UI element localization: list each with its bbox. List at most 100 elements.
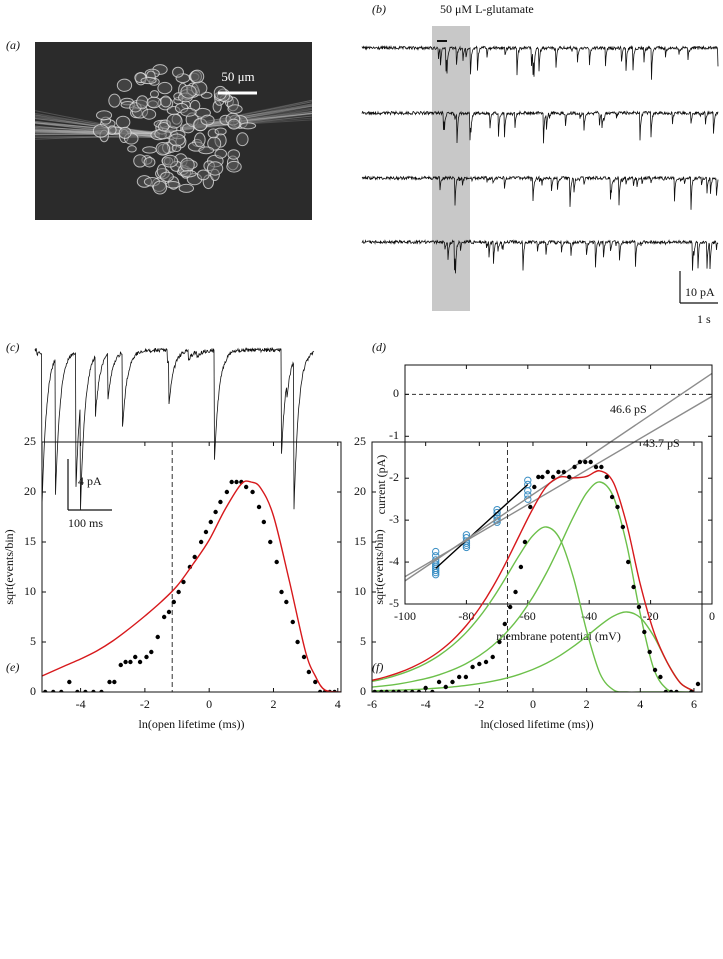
current-trace — [361, 175, 719, 210]
data-point — [379, 689, 384, 692]
cell — [143, 157, 156, 168]
y-tick-label: 10 — [24, 584, 36, 598]
data-point — [583, 459, 588, 465]
x-tick-label: 0 — [530, 697, 536, 711]
x-tick-label: -4 — [421, 697, 431, 711]
data-point — [208, 519, 213, 525]
data-point — [502, 621, 508, 627]
data-point — [532, 484, 537, 490]
cell — [226, 160, 242, 173]
data-point — [256, 504, 262, 510]
data-point — [166, 609, 172, 615]
scale-bar-label: 50 μm — [221, 69, 254, 84]
data-point — [668, 689, 674, 692]
data-point — [243, 484, 249, 490]
data-point — [456, 674, 462, 680]
data-point — [144, 654, 149, 660]
cell — [136, 95, 149, 110]
data-point — [155, 634, 160, 640]
axes-box — [404, 364, 713, 605]
x-tick-label: -100 — [394, 609, 416, 623]
data-point — [450, 679, 455, 685]
pipette — [34, 112, 161, 136]
data-point — [161, 614, 167, 620]
cell — [96, 110, 113, 121]
data-point — [536, 474, 541, 480]
data-point — [620, 524, 626, 530]
panel-label: (f) — [372, 660, 383, 674]
current-trace — [361, 45, 719, 80]
data-point — [663, 689, 668, 692]
data-point — [674, 689, 679, 692]
pipette — [34, 114, 161, 135]
x-axis-label: ln(open lifetime (ms)) — [139, 717, 245, 731]
panel-label: (a) — [6, 38, 20, 52]
x-tick-label: 2 — [270, 697, 276, 711]
data-point — [301, 654, 307, 660]
x-tick-label: 0 — [709, 609, 715, 623]
data-point — [470, 664, 475, 670]
data-point — [518, 564, 524, 570]
data-point — [432, 570, 440, 579]
cell — [149, 90, 159, 99]
data-point — [43, 689, 48, 692]
data-point — [497, 639, 502, 645]
data-point — [107, 679, 112, 685]
data-point — [430, 689, 435, 692]
annotation: 50 μM L-glutamate — [440, 2, 534, 16]
data-point — [128, 659, 133, 665]
cell — [161, 154, 179, 168]
cell — [92, 124, 110, 138]
y-axis-label: sqrt(events/bin) — [2, 529, 16, 604]
y-tick-label: 20 — [354, 484, 366, 498]
cell — [107, 125, 117, 135]
x-tick-label: 0 — [206, 697, 212, 711]
cell — [180, 84, 197, 99]
x-axis-label: ln(closed lifetime (ms)) — [480, 717, 593, 731]
data-point — [513, 589, 518, 595]
data-point — [317, 689, 323, 692]
y-tick-label: -2 — [389, 470, 399, 484]
cell — [236, 132, 249, 147]
data-point — [290, 619, 295, 625]
data-point — [443, 684, 448, 690]
y-tick-label: 15 — [354, 534, 366, 548]
fit-curve — [42, 480, 341, 692]
data-point — [490, 654, 495, 660]
data-point — [528, 504, 533, 510]
data-point — [524, 495, 532, 503]
data-point — [99, 689, 104, 692]
data-point — [483, 659, 489, 665]
y-tick-label: 0 — [360, 684, 366, 698]
data-point — [391, 689, 396, 692]
axes-box — [41, 441, 342, 693]
data-point — [396, 689, 402, 692]
cell — [196, 169, 210, 181]
data-point — [462, 541, 471, 549]
data-point — [647, 649, 652, 655]
data-point — [75, 689, 80, 692]
data-point — [550, 474, 556, 480]
data-point — [631, 584, 636, 590]
y-tick-label: 0 — [393, 386, 399, 400]
y-tick-label: 5 — [360, 634, 366, 648]
cell — [178, 183, 195, 193]
cell — [180, 107, 197, 117]
data-point — [234, 479, 239, 485]
cell — [157, 81, 173, 95]
fit-curve — [372, 526, 694, 692]
cell — [172, 66, 184, 78]
data-point — [224, 489, 230, 495]
cell — [142, 108, 157, 120]
data-point — [384, 689, 389, 692]
scale-bar-label: 10 pA — [685, 285, 715, 299]
current-trace — [361, 110, 719, 144]
data-point — [436, 679, 442, 685]
x-tick-label: -40 — [581, 609, 597, 623]
data-point — [192, 554, 197, 560]
data-point — [149, 649, 154, 655]
x-tick-label: -2 — [140, 697, 150, 711]
y-tick-label: -5 — [389, 596, 399, 610]
data-point — [577, 459, 583, 465]
cell — [227, 149, 241, 160]
